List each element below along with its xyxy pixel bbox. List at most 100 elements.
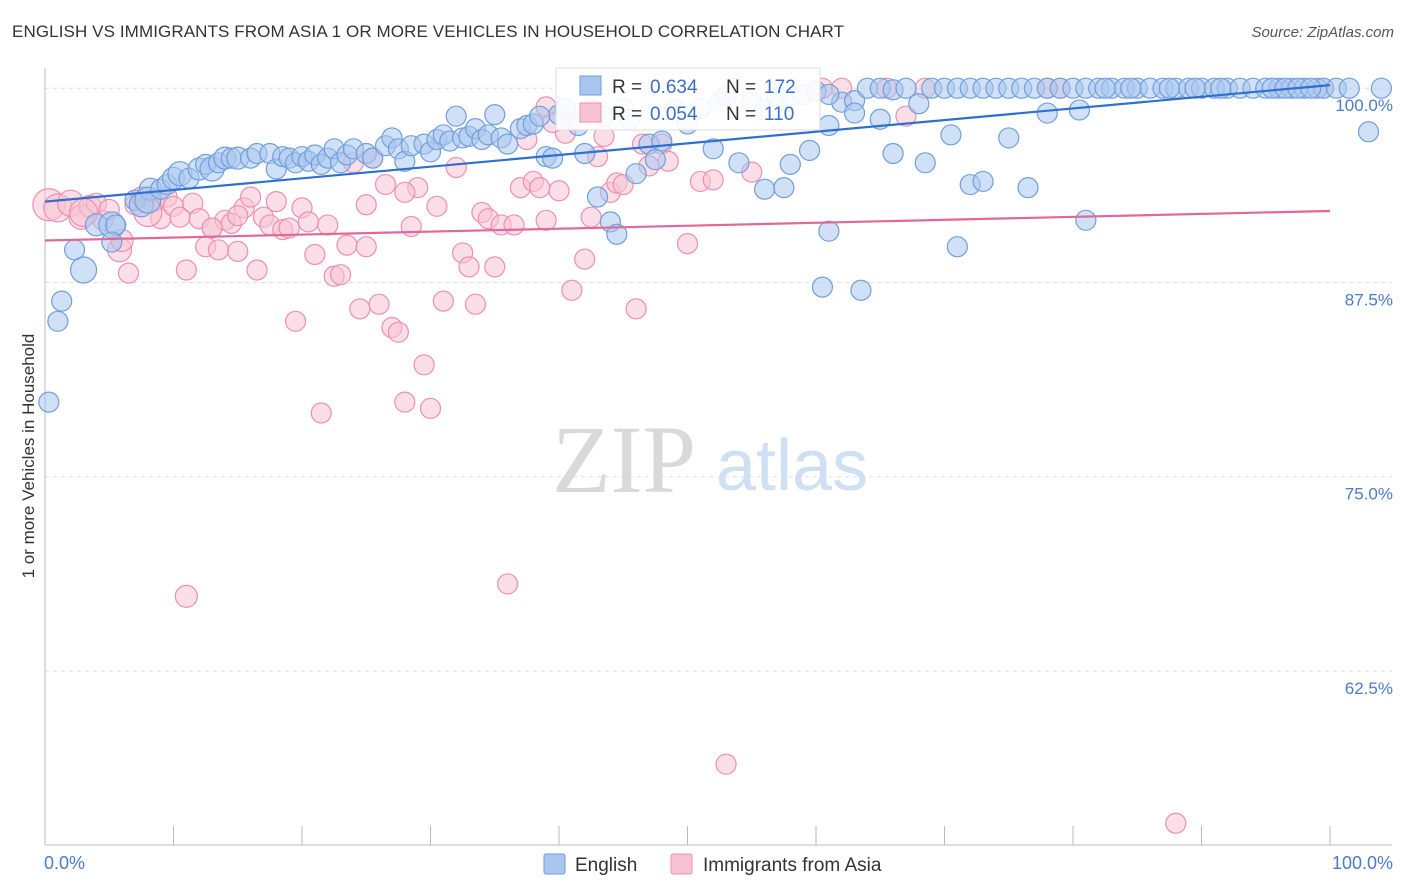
english-point bbox=[1357, 121, 1380, 143]
asia-point bbox=[246, 259, 268, 281]
asia-point bbox=[174, 584, 198, 608]
english-point bbox=[946, 236, 968, 258]
english-point bbox=[753, 178, 776, 200]
english-point bbox=[1210, 77, 1232, 99]
english-point bbox=[1094, 77, 1116, 99]
english-point bbox=[972, 170, 994, 193]
asia-point bbox=[317, 214, 339, 236]
english-r-label: R = bbox=[612, 77, 642, 98]
english-point bbox=[651, 130, 673, 152]
asia-point bbox=[464, 293, 487, 315]
asia-point bbox=[175, 259, 197, 281]
asia-point bbox=[625, 298, 647, 320]
legend-english-label: English bbox=[575, 855, 637, 876]
asia-n-value: 110 bbox=[764, 104, 794, 125]
english-point bbox=[38, 391, 60, 413]
y-axis-label: 1 or more Vehicles in Household bbox=[19, 334, 38, 579]
english-point bbox=[779, 153, 801, 175]
english-point bbox=[728, 152, 750, 174]
y-tick-label: 100.0% bbox=[1335, 96, 1393, 115]
asia-point bbox=[349, 298, 371, 320]
x-tick-label-max: 100.0% bbox=[1332, 853, 1393, 873]
asia-point bbox=[497, 573, 519, 595]
watermark-atlas: atlas bbox=[716, 426, 868, 506]
asia-point bbox=[574, 248, 596, 270]
stats-box: R = 0.634 N = 172 R = 0.054 N = 110 bbox=[555, 67, 821, 131]
asia-point bbox=[458, 256, 480, 278]
asia-point bbox=[240, 186, 262, 208]
asia-point bbox=[895, 105, 917, 127]
asia-point bbox=[529, 177, 551, 199]
english-point bbox=[1068, 99, 1091, 121]
chart-title: ENGLISH VS IMMIGRANTS FROM ASIA 1 OR MOR… bbox=[12, 22, 845, 41]
asia-point bbox=[580, 206, 602, 228]
asia-r-label: R = bbox=[612, 104, 642, 125]
asia-point bbox=[503, 214, 525, 236]
english-n-value: 172 bbox=[764, 77, 796, 98]
axes bbox=[44, 68, 1392, 846]
asia-point bbox=[278, 217, 300, 239]
english-point bbox=[773, 177, 795, 199]
asia-point bbox=[336, 234, 358, 256]
asia-point bbox=[535, 209, 557, 231]
english-point bbox=[818, 220, 840, 242]
english-stat-swatch bbox=[579, 75, 602, 96]
asia-point bbox=[1165, 812, 1187, 834]
trend-lines bbox=[44, 83, 1331, 242]
english-point bbox=[914, 152, 936, 174]
asia-point bbox=[715, 753, 737, 775]
legend-asia-swatch bbox=[670, 853, 693, 875]
english-point bbox=[1184, 77, 1206, 99]
english-point bbox=[702, 138, 724, 160]
y-tick-label: 62.5% bbox=[1345, 679, 1393, 698]
asia-point bbox=[227, 240, 249, 262]
asia-point bbox=[374, 173, 397, 196]
english-point bbox=[101, 231, 123, 253]
asia-trend-line bbox=[44, 209, 1331, 242]
asia-point bbox=[201, 217, 223, 239]
english-point bbox=[484, 104, 506, 126]
asia-point bbox=[355, 236, 377, 258]
english-point bbox=[1370, 77, 1393, 99]
asia-point bbox=[297, 211, 320, 233]
y-tick-labels: 100.0% 87.5% 75.0% 62.5% bbox=[1335, 96, 1393, 698]
english-point bbox=[644, 149, 666, 171]
english-point bbox=[69, 256, 98, 284]
english-r-value: 0.634 bbox=[650, 77, 698, 98]
watermark: ZIP atlas bbox=[552, 406, 868, 513]
english-point bbox=[869, 108, 891, 130]
asia-point bbox=[445, 156, 467, 179]
english-series bbox=[38, 77, 1393, 413]
x-tick-label-min: 0.0% bbox=[44, 853, 85, 873]
legend: English Immigrants from Asia bbox=[543, 853, 882, 876]
english-point bbox=[1017, 177, 1039, 199]
english-point bbox=[882, 142, 904, 165]
english-point bbox=[1338, 77, 1360, 99]
english-point bbox=[895, 77, 917, 99]
english-point bbox=[445, 105, 467, 127]
english-point bbox=[529, 105, 551, 127]
english-point bbox=[850, 279, 872, 301]
english-point bbox=[586, 186, 609, 208]
source-note: Source: ZipAtlas.com bbox=[1251, 24, 1394, 41]
x-tick-labels: 0.0% 100.0% bbox=[44, 853, 1393, 873]
asia-point bbox=[419, 397, 442, 419]
english-point bbox=[998, 127, 1020, 149]
asia-point bbox=[284, 310, 307, 332]
asia-point bbox=[413, 354, 435, 376]
english-point bbox=[908, 93, 930, 115]
english-point bbox=[940, 124, 962, 146]
english-point bbox=[51, 290, 73, 312]
watermark-zip: ZIP bbox=[552, 406, 696, 513]
asia-point bbox=[548, 180, 570, 202]
asia-point bbox=[329, 264, 352, 286]
asia-point bbox=[426, 195, 448, 217]
english-point bbox=[625, 163, 647, 185]
asia-point bbox=[394, 181, 416, 203]
asia-point bbox=[394, 391, 416, 413]
english-point bbox=[606, 223, 628, 245]
asia-point bbox=[676, 233, 699, 255]
asia-point bbox=[227, 205, 249, 227]
english-point bbox=[818, 114, 840, 137]
